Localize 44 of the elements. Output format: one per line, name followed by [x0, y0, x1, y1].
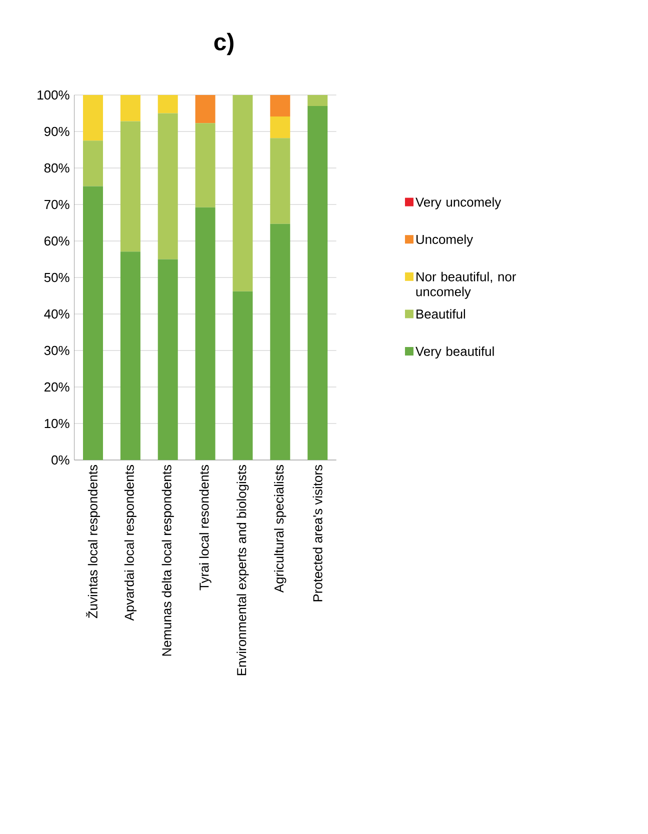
bar [120, 252, 140, 460]
y-tick-label: 100% [38, 90, 70, 100]
bar [232, 94, 253, 292]
bar [195, 207, 216, 460]
bar [83, 186, 103, 460]
legend-label: Very uncomely [416, 197, 502, 210]
bar [158, 259, 178, 460]
bar [270, 224, 290, 460]
bar [158, 94, 178, 114]
bar [83, 94, 103, 141]
x-tick-label: Apvardai local respondents [124, 465, 136, 621]
y-tick-label: 40% [44, 309, 70, 319]
x-tick-label: Nemunas delta local respondents [162, 465, 174, 656]
x-tick-label: Žuvintas local respondents [86, 465, 100, 618]
bar [120, 121, 140, 252]
y-tick-label: 70% [44, 200, 70, 210]
x-tick-label: Tyrai local resondents [199, 465, 212, 590]
legend-label: Uncomely [416, 234, 474, 247]
bar [120, 94, 140, 122]
y-tick-label: 0% [52, 455, 70, 465]
legend-label: Very beautiful [416, 346, 494, 359]
x-tick-label: Environmental experts and biologists [236, 465, 249, 676]
bar [270, 94, 290, 117]
legend-label: Beautiful [416, 309, 466, 319]
y-tick-label: 90% [44, 126, 70, 136]
bar [195, 123, 216, 208]
y-tick-label: 30% [44, 346, 70, 356]
y-tick-label: 60% [44, 236, 70, 246]
x-tick-label: Agricultural specialists [274, 465, 286, 593]
bar [83, 140, 103, 186]
y-tick-label: 50% [44, 272, 70, 282]
bar [232, 291, 253, 460]
chart-title: c) [214, 32, 234, 56]
y-tick-label: 80% [44, 163, 70, 173]
legend-label: Nor beautiful, nor uncomely [416, 272, 516, 299]
bar [270, 116, 290, 138]
y-tick-label: 20% [44, 382, 70, 392]
y-tick-label: 10% [44, 418, 70, 428]
bar [195, 94, 216, 124]
x-tick-label: Protected area's visitors [312, 465, 322, 602]
bar [270, 138, 290, 224]
bar [308, 94, 328, 106]
bar [308, 106, 328, 460]
bar [158, 113, 178, 260]
